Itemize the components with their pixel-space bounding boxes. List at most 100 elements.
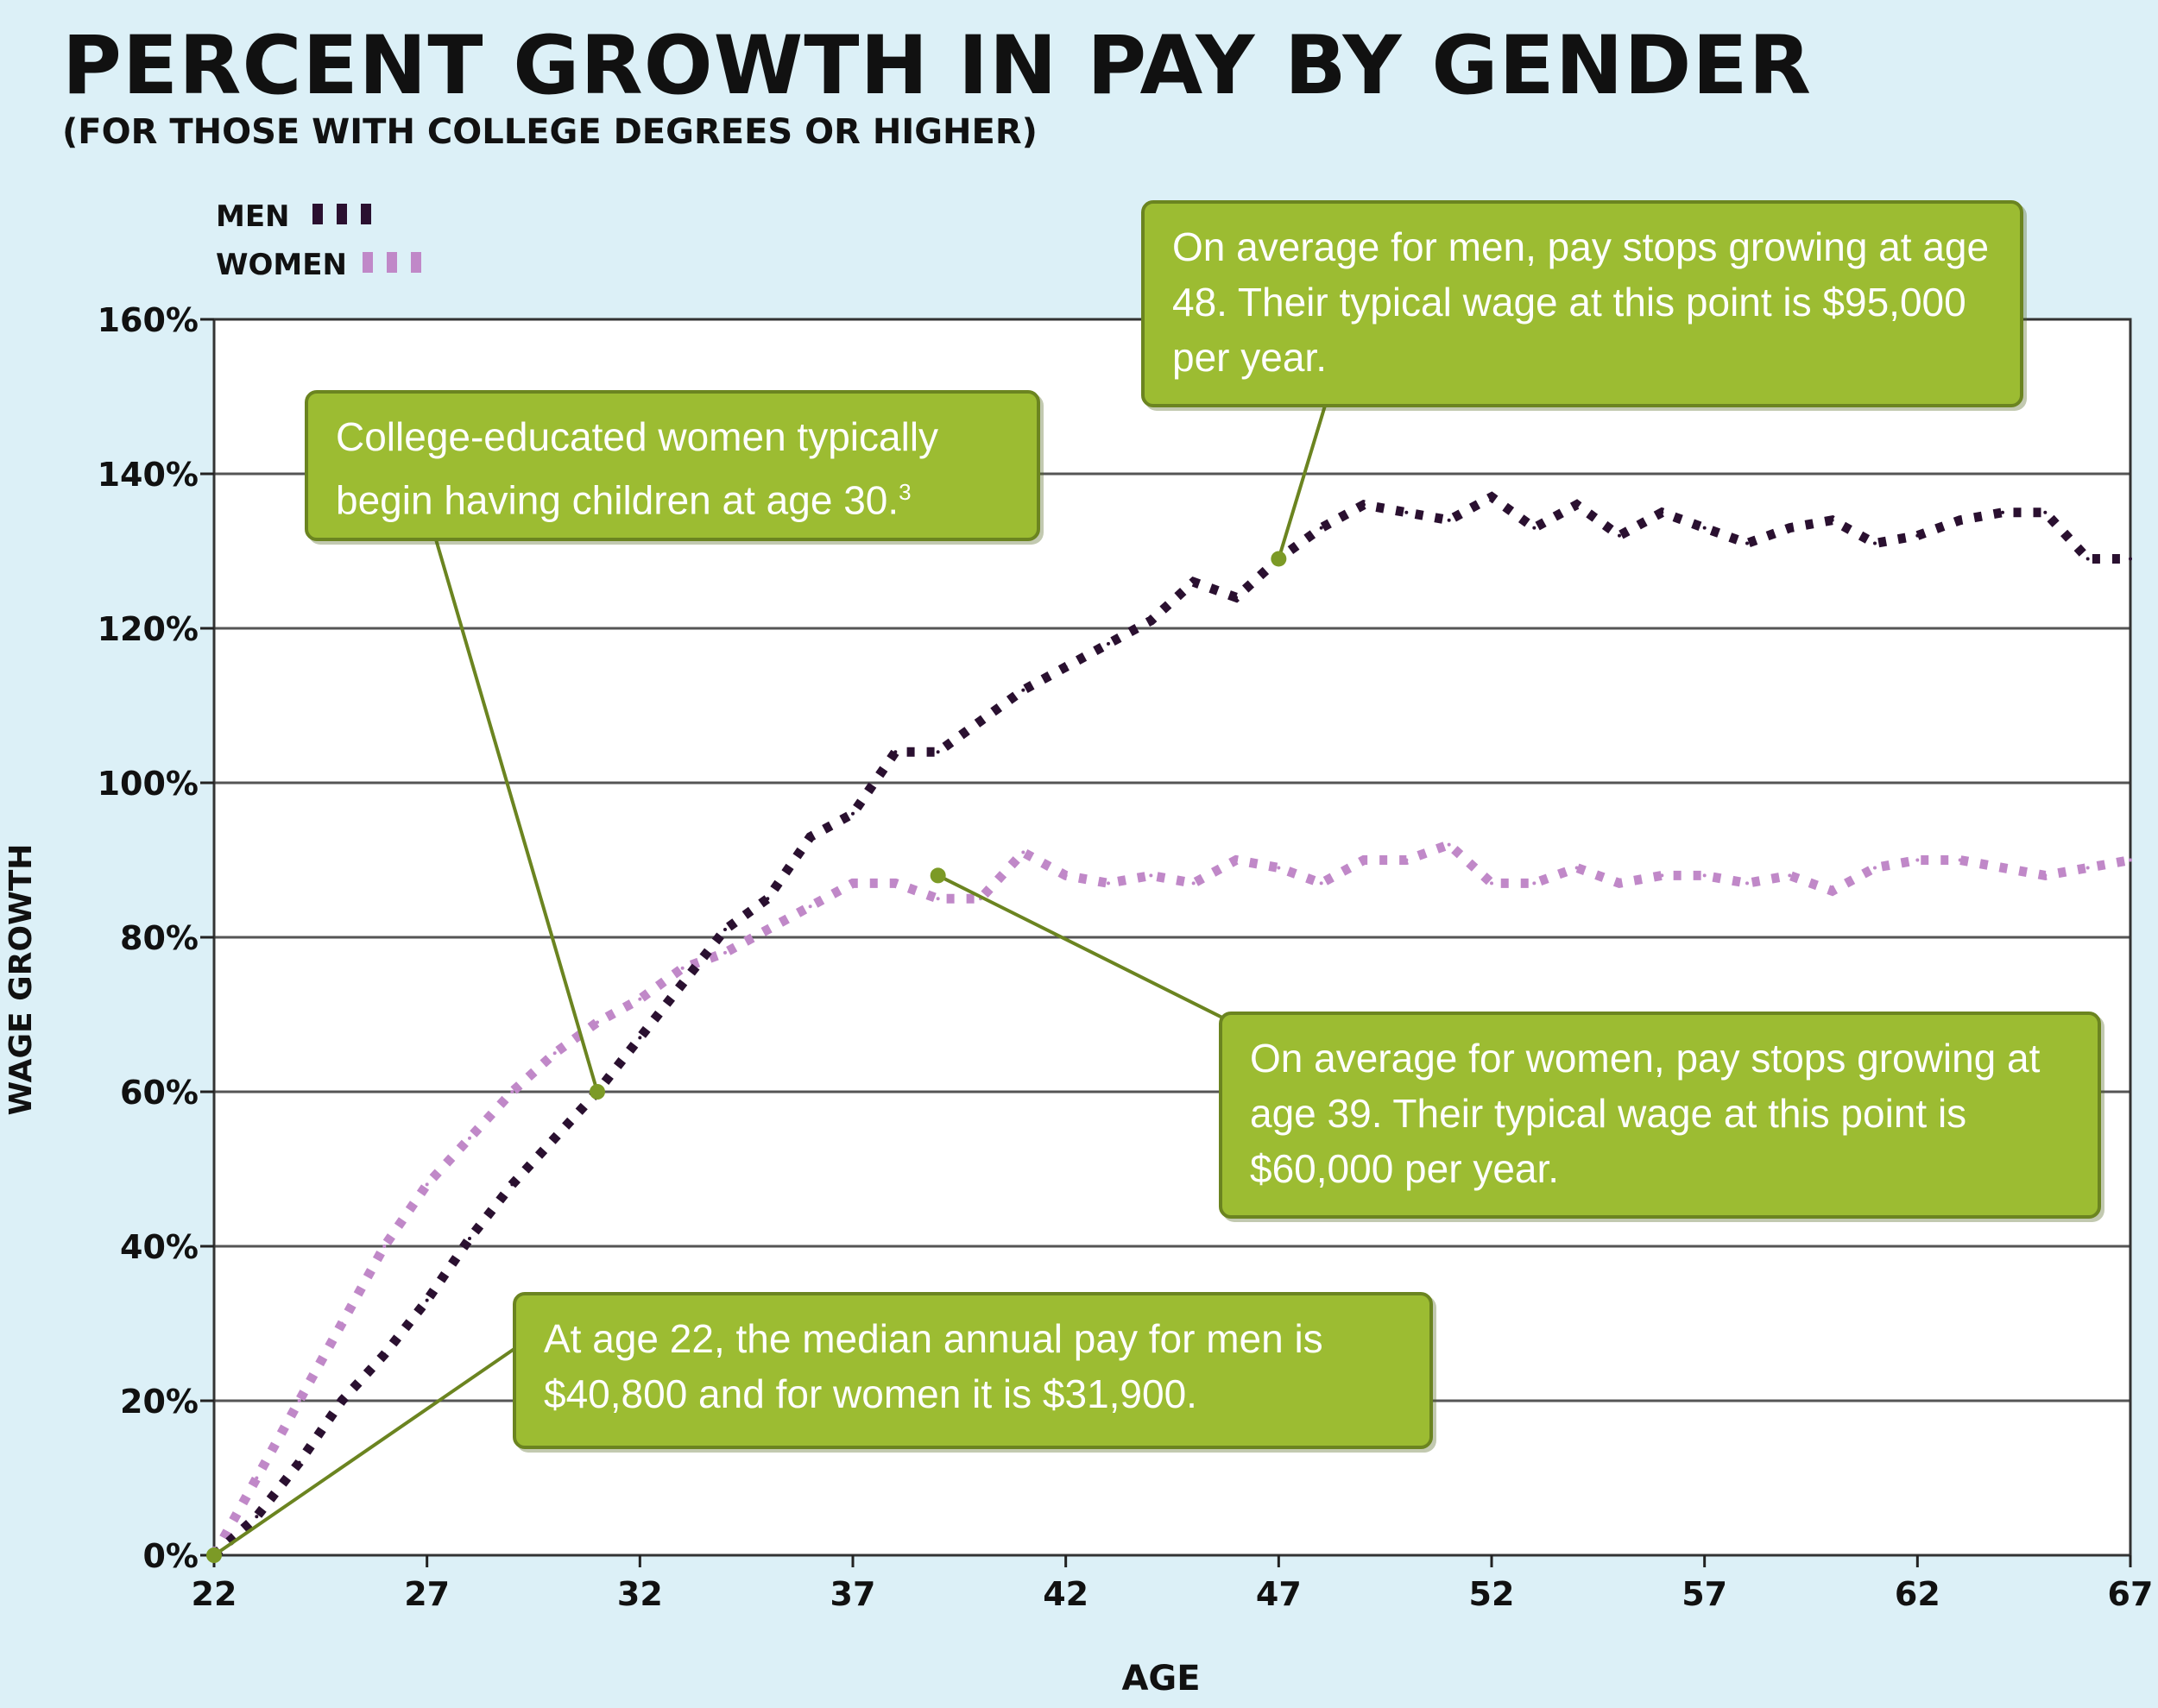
men-point <box>1788 526 1792 530</box>
legend-swatch-men <box>312 204 371 224</box>
callout-men-peak: On average for men, pay stops growing at… <box>1141 200 2023 407</box>
women-point <box>1660 873 1664 878</box>
women-peak-leader <box>937 873 1225 1020</box>
women-point <box>1404 858 1409 862</box>
men-peak-anchor-dot <box>1271 551 1287 567</box>
y-tick-label: 100% <box>98 765 199 803</box>
y-tick-label: 160% <box>98 301 199 339</box>
women-point <box>638 997 642 1001</box>
y-axis: 0% 20% 40% 60% 80% 100% 120% 140% 160% <box>98 301 214 1575</box>
women-point <box>2001 866 2004 870</box>
men-point <box>2129 557 2132 561</box>
women-point <box>1532 881 1536 886</box>
women-point <box>1234 858 1238 862</box>
women-point <box>1702 873 1707 878</box>
women-point <box>1490 881 1493 886</box>
women-point <box>255 1476 259 1480</box>
callout-men-peak-text: On average for men, pay stops growing at… <box>1172 224 1990 380</box>
women-point <box>1447 842 1451 847</box>
legend-swatch-dash <box>312 204 323 224</box>
men-point <box>1958 518 1962 522</box>
series-women <box>210 839 2132 1558</box>
women-point <box>596 1020 599 1024</box>
women-point <box>1149 873 1153 878</box>
legend-swatch-dash <box>411 252 421 273</box>
y-tick-label: 40% <box>120 1228 199 1266</box>
women-point <box>1107 881 1110 886</box>
y-tick-label: 20% <box>120 1383 199 1421</box>
start-pay-leader <box>212 1345 520 1557</box>
men-point <box>1702 526 1707 530</box>
women-peak-anchor-dot <box>930 867 946 884</box>
men-point <box>468 1237 471 1241</box>
men-point <box>638 1036 642 1040</box>
callout-women-peak: On average for women, pay stops growing … <box>1219 1012 2101 1219</box>
women-point <box>936 897 940 901</box>
legend: MEN WOMEN <box>216 199 421 282</box>
x-tick-label: 37 <box>830 1575 876 1613</box>
women-point <box>425 1182 429 1187</box>
women-point <box>340 1321 344 1326</box>
start-pay-anchor-dot <box>206 1547 222 1563</box>
men-point <box>382 1352 387 1357</box>
x-tick-label: 52 <box>1469 1575 1515 1613</box>
men-point <box>1447 518 1451 522</box>
y-tick-label: 140% <box>98 456 199 494</box>
women-point <box>1873 866 1877 870</box>
x-tick-label: 57 <box>1682 1575 1727 1613</box>
men-point <box>766 897 770 901</box>
women-point <box>1319 881 1323 886</box>
men-point <box>1149 619 1153 623</box>
x-tick-label: 27 <box>404 1575 450 1613</box>
men-point <box>1873 541 1877 545</box>
men-point <box>979 719 982 723</box>
men-point <box>552 1136 557 1140</box>
women-point <box>723 950 727 955</box>
x-tick-label: 47 <box>1256 1575 1302 1613</box>
legend-swatch-dash <box>363 252 373 273</box>
women-point <box>1063 873 1068 878</box>
men-point <box>1404 510 1409 514</box>
men-point <box>723 928 727 932</box>
y-tick-label: 80% <box>120 919 199 957</box>
women-children-leader <box>434 539 599 1093</box>
men-point <box>425 1298 429 1302</box>
men-point <box>1618 533 1621 538</box>
x-tick-label: 62 <box>1895 1575 1940 1613</box>
women-point <box>1021 850 1025 854</box>
legend-label-men: MEN <box>216 199 290 234</box>
x-tick-label: 22 <box>192 1575 237 1613</box>
callout-start-pay-text: At age 22, the median annual pay for men… <box>544 1316 1323 1416</box>
women-point <box>1277 866 1281 870</box>
women-point <box>510 1090 514 1093</box>
x-axis-label: AGE <box>1121 1659 1200 1699</box>
y-tick-label: 0% <box>142 1537 199 1575</box>
men-point <box>1490 495 1493 499</box>
y-axis-label: WAGE GROWTH <box>3 844 39 1116</box>
series-men <box>211 491 2132 1560</box>
men-point <box>255 1515 259 1519</box>
chart-title: PERCENT GROWTH IN PAY BY GENDER <box>62 19 1812 113</box>
women-point <box>2085 866 2090 870</box>
legend-swatch-dash <box>361 204 371 224</box>
legend-swatch-dash <box>387 252 397 273</box>
x-axis: 22 27 32 37 42 47 52 57 62 67 <box>192 1555 2154 1613</box>
men-point <box>340 1399 344 1402</box>
women-point <box>382 1245 387 1248</box>
women-point <box>552 1051 557 1056</box>
men-point <box>936 750 940 754</box>
x-tick-label: 42 <box>1043 1575 1088 1613</box>
men-point <box>1830 518 1834 522</box>
x-tick-label: 67 <box>2108 1575 2154 1613</box>
women-point <box>1745 881 1749 886</box>
men-point <box>1234 596 1238 600</box>
women-point <box>1788 873 1792 878</box>
women-children-anchor-dot <box>590 1084 605 1100</box>
legend-swatch-dash <box>337 204 347 224</box>
callout-women-children: College-educated women typically begin h… <box>305 390 1040 541</box>
legend-label-women: WOMEN <box>216 248 347 282</box>
callout-women-peak-text: On average for women, pay stops growing … <box>1250 1036 2041 1191</box>
men-peak-leader <box>1277 405 1327 560</box>
women-point <box>1618 881 1621 886</box>
women-point <box>468 1136 471 1140</box>
